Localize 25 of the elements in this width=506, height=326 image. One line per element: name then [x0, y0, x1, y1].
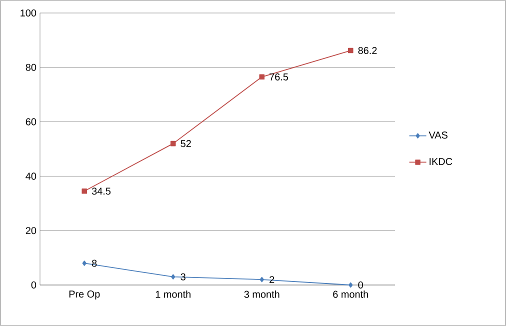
- point: [82, 260, 86, 266]
- legend-label: VAS: [428, 132, 448, 139]
- y-tick-label: 0: [31, 281, 36, 289]
- data-label: 86.2: [358, 47, 377, 54]
- data-label: 0: [358, 281, 363, 289]
- y-tick-label: 40: [26, 172, 36, 180]
- point: [171, 274, 176, 280]
- data-label: 52: [180, 140, 191, 148]
- data-label: 34.5: [92, 188, 111, 195]
- y-tick-label: 80: [26, 64, 36, 71]
- x-tick-label: 3 month: [244, 290, 280, 298]
- point: [259, 74, 265, 80]
- y-tick-label: 100: [20, 9, 36, 17]
- point: [170, 140, 176, 146]
- point: [348, 48, 354, 54]
- x-tick-label: 6 month: [333, 290, 368, 298]
- legend-label: IKDC: [430, 158, 452, 166]
- data-label: 76.5: [270, 73, 288, 80]
- y-tick-label: 20: [26, 227, 36, 234]
- x-tick-label: Pre Op: [69, 290, 100, 300]
- point: [82, 188, 88, 194]
- y-tick-label: 60: [26, 118, 36, 126]
- point: [260, 276, 264, 282]
- point: [348, 282, 353, 288]
- x-tick-label: 1 month: [156, 290, 190, 298]
